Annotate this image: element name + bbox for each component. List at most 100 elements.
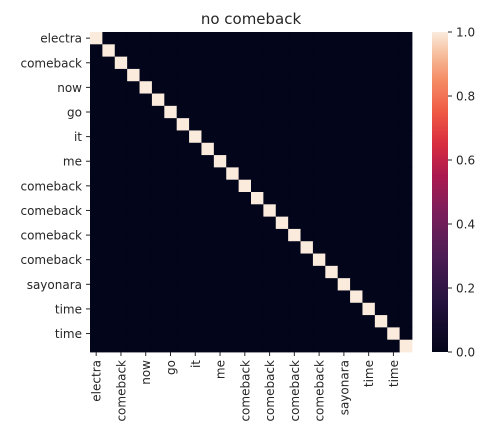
heatmap-cell bbox=[139, 241, 153, 254]
heatmap-cell bbox=[350, 339, 363, 353]
heatmap-cell bbox=[350, 167, 363, 181]
heatmap-cell bbox=[201, 216, 215, 230]
heatmap-cell bbox=[312, 155, 326, 168]
heatmap-cell bbox=[399, 327, 413, 341]
heatmap-cell bbox=[176, 68, 190, 82]
heatmap-cell bbox=[312, 179, 326, 193]
heatmap-cell bbox=[90, 253, 103, 267]
heatmap-cell bbox=[189, 228, 202, 242]
heatmap-cell bbox=[151, 179, 165, 193]
heatmap-cell bbox=[337, 56, 351, 70]
heatmap-cell bbox=[238, 105, 252, 119]
heatmap-cell bbox=[114, 241, 128, 254]
heatmap-cell bbox=[226, 302, 240, 316]
heatmap-cell bbox=[387, 32, 401, 45]
heatmap-cell bbox=[288, 179, 301, 193]
heatmap-cell bbox=[151, 192, 165, 205]
heatmap-cell bbox=[189, 253, 202, 267]
heatmap-cell bbox=[114, 228, 128, 242]
heatmap-cell bbox=[399, 68, 413, 82]
heatmap-cell bbox=[325, 192, 339, 205]
heatmap-cell bbox=[189, 44, 202, 58]
heatmap-cell bbox=[201, 253, 215, 267]
heatmap-cell bbox=[151, 253, 165, 267]
heatmap-cell bbox=[201, 290, 215, 304]
heatmap-cell bbox=[102, 253, 116, 267]
heatmap-cell bbox=[374, 204, 388, 218]
heatmap-cell bbox=[164, 68, 178, 82]
heatmap-cell bbox=[387, 68, 401, 82]
heatmap-cell bbox=[90, 142, 103, 156]
heatmap-cell bbox=[102, 32, 116, 45]
heatmap-cell bbox=[251, 81, 264, 94]
heatmap-cell bbox=[325, 118, 339, 131]
heatmap-cell bbox=[300, 105, 314, 119]
heatmap-cell bbox=[164, 228, 178, 242]
heatmap-cell bbox=[263, 93, 277, 107]
heatmap-cell bbox=[399, 167, 413, 181]
heatmap-cell bbox=[275, 204, 289, 218]
heatmap-cell bbox=[127, 253, 140, 267]
heatmap-cell bbox=[374, 192, 388, 205]
heatmap-cell bbox=[387, 253, 401, 267]
heatmap-cell bbox=[374, 81, 388, 94]
heatmap-cell bbox=[189, 167, 202, 181]
heatmap-cell bbox=[325, 93, 339, 107]
heatmap-cell bbox=[213, 179, 227, 193]
heatmap-cell bbox=[263, 118, 277, 131]
heatmap-cell bbox=[374, 339, 388, 353]
heatmap-cell bbox=[114, 253, 128, 267]
heatmap-cell bbox=[387, 278, 401, 291]
heatmap-cell bbox=[226, 216, 240, 230]
heatmap-cell bbox=[114, 130, 128, 144]
heatmap-cell bbox=[288, 265, 301, 279]
heatmap-cell bbox=[374, 142, 388, 156]
heatmap-cell bbox=[362, 216, 376, 230]
heatmap-cell bbox=[300, 44, 314, 58]
heatmap-cell bbox=[102, 228, 116, 242]
heatmap-cell bbox=[226, 315, 240, 328]
x-tick-label: now bbox=[139, 360, 153, 385]
heatmap-cell bbox=[127, 56, 140, 70]
heatmap-cell bbox=[275, 105, 289, 119]
heatmap-cell bbox=[312, 130, 326, 144]
heatmap-cell bbox=[263, 278, 277, 291]
heatmap-cell bbox=[176, 179, 190, 193]
heatmap-cell bbox=[164, 93, 178, 107]
heatmap-cell bbox=[275, 241, 289, 254]
heatmap-cell bbox=[151, 302, 165, 316]
heatmap-cell bbox=[114, 118, 128, 131]
heatmap-cell bbox=[151, 130, 165, 144]
heatmap-cell bbox=[127, 290, 140, 304]
heatmap-cell bbox=[201, 93, 215, 107]
heatmap-cell bbox=[164, 278, 178, 291]
heatmap-cell bbox=[399, 216, 413, 230]
heatmap-cell bbox=[399, 315, 413, 328]
heatmap-cell bbox=[350, 44, 363, 58]
heatmap-cell bbox=[387, 265, 401, 279]
heatmap-cell bbox=[374, 290, 388, 304]
heatmap-cell bbox=[139, 228, 153, 242]
heatmap-cell bbox=[300, 118, 314, 131]
heatmap-cell bbox=[275, 302, 289, 316]
heatmap-cell bbox=[127, 118, 140, 131]
heatmap-cell bbox=[139, 290, 153, 304]
heatmap-cell bbox=[362, 265, 376, 279]
heatmap-cell bbox=[90, 32, 103, 45]
colorbar-tick-label: 0.4 bbox=[456, 218, 475, 232]
heatmap-cell bbox=[238, 253, 252, 267]
heatmap-cell bbox=[213, 278, 227, 291]
heatmap-cell bbox=[263, 44, 277, 58]
heatmap-cell bbox=[337, 228, 351, 242]
heatmap-cell bbox=[176, 241, 190, 254]
heatmap-cell bbox=[325, 327, 339, 341]
heatmap-cell bbox=[238, 278, 252, 291]
heatmap-cell bbox=[151, 81, 165, 94]
heatmap-cell bbox=[251, 105, 264, 119]
heatmap-cell bbox=[350, 241, 363, 254]
heatmap-cell bbox=[362, 93, 376, 107]
heatmap-cell bbox=[374, 278, 388, 291]
heatmap-cell bbox=[226, 56, 240, 70]
heatmap-cell bbox=[387, 216, 401, 230]
heatmap-cell bbox=[114, 290, 128, 304]
